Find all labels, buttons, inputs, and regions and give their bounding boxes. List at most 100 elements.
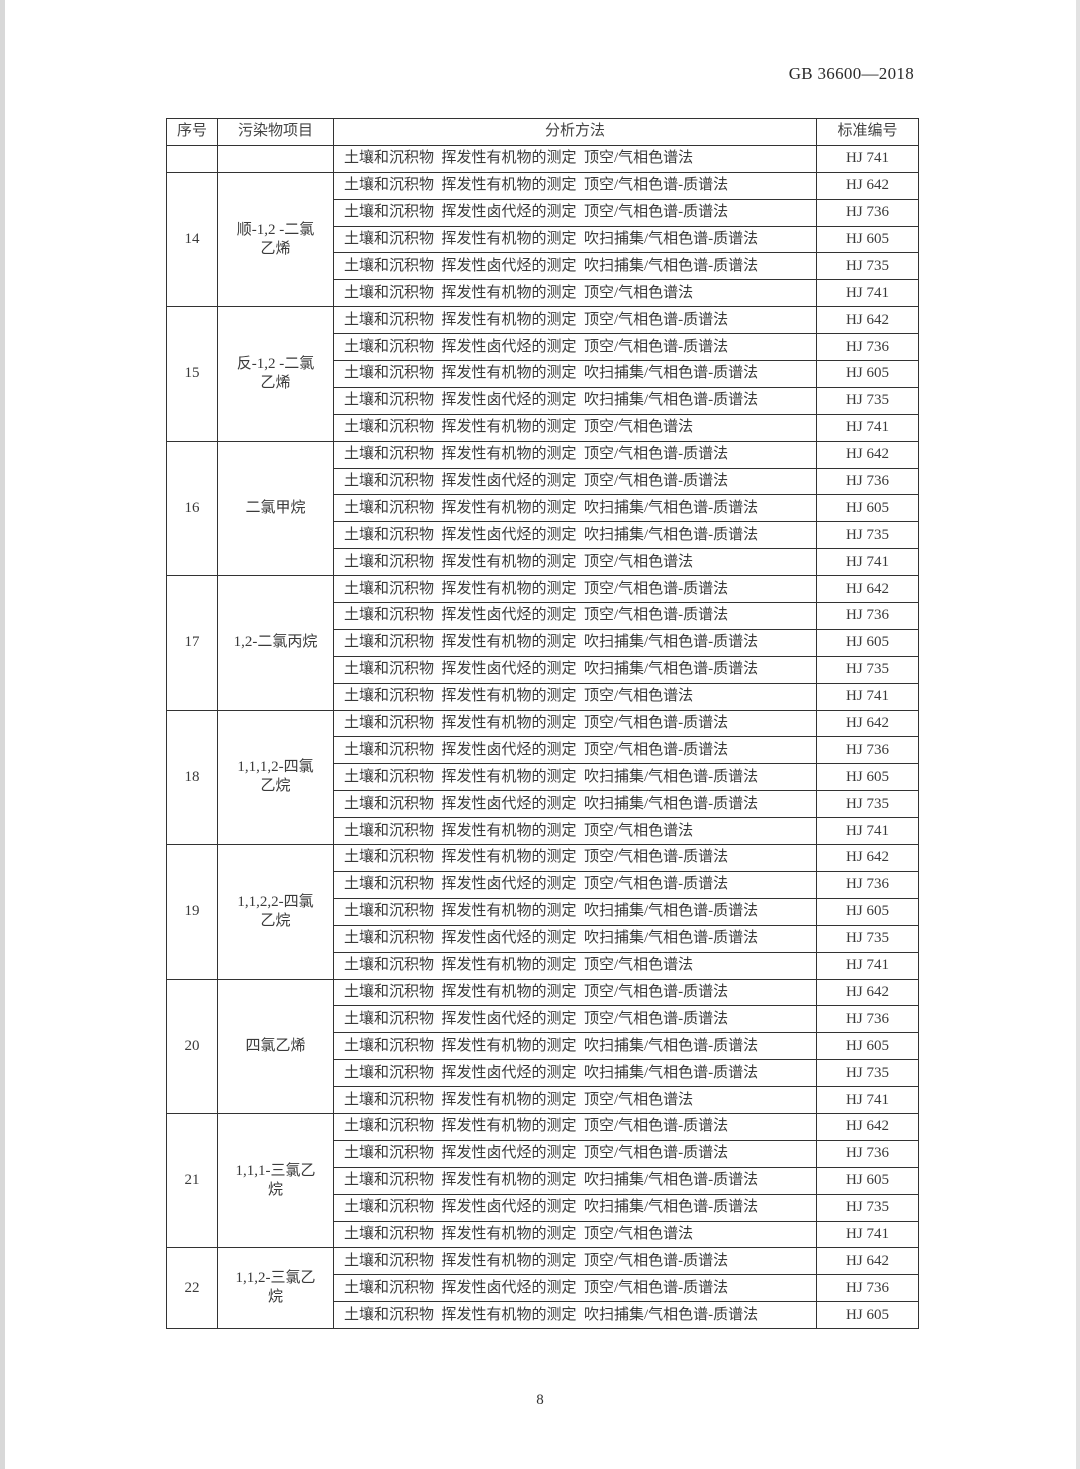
table-row: 土壤和沉积物 挥发性有机物的测定 吹扫捕集/气相色谱-质谱法 HJ 605 [167,628,919,657]
table-row: 土壤和沉积物 挥发性卤代烃的测定 顶空/气相色谱-质谱法 HJ 736 [167,736,919,765]
page-edge-left [0,0,5,1469]
cell-method: 土壤和沉积物 挥发性卤代烃的测定 顶空/气相色谱-质谱法 [333,736,817,765]
column-header-pollutant: 污染物项目 [217,118,334,146]
table-row: 土壤和沉积物 挥发性卤代烃的测定 顶空/气相色谱-质谱法 HJ 736 [167,467,919,496]
table-row: 22 1,1,2-三氯乙烷土壤和沉积物 挥发性有机物的测定 顶空/气相色谱-质谱法… [166,1247,919,1330]
table-row: 土壤和沉积物 挥发性卤代烃的测定 吹扫捕集/气相色谱-质谱法 HJ 735 [167,252,919,281]
table-row: 15 反-1,2 -二氯 乙烯 土壤和沉积物 挥发性有机物的测定 顶空/气相色谱-质谱… [166,306,919,442]
cell-method: 土壤和沉积物 挥发性卤代烃的测定 吹扫捕集/气相色谱-质谱法 [333,252,817,281]
pollutant-name-line: 1,1,1,2-四氯 [237,759,314,776]
table-row: 土壤和沉积物 挥发性有机物的测定 顶空/气相色谱法 HJ 741 [167,1086,919,1114]
cell-method: 土壤和沉积物 挥发性有机物的测定 吹扫捕集/气相色谱-质谱法 [333,1032,817,1061]
cell-standard: HJ 736 [816,870,919,899]
cell-standard: HJ 736 [816,736,919,765]
page-edge-right [1076,0,1080,1469]
column-header-standard: 标准编号 [816,118,919,146]
cell-pollutant: 四氯乙烯 [217,978,334,1114]
cell-pollutant: 1,1,2-三氯乙烷 [217,1247,334,1330]
cell-standard: HJ 735 [816,790,919,819]
cell-method: 土壤和沉积物 挥发性有机物的测定 顶空/气相色谱法 [333,548,817,577]
cell-standard: HJ 605 [816,494,919,523]
pollutant-name-line: 乙烯 [260,374,291,391]
column-header-no: 序号 [166,118,218,146]
cell-method: 土壤和沉积物 挥发性卤代烃的测定 顶空/气相色谱-质谱法 [333,467,817,496]
cell-method: 土壤和沉积物 挥发性有机物的测定 顶空/气相色谱法 [333,279,817,308]
cell-method: 土壤和沉积物 挥发性卤代烃的测定 吹扫捕集/气相色谱-质谱法 [333,655,817,684]
page-number: 8 [536,1392,544,1408]
cell-standard: HJ 605 [816,1166,919,1195]
table-row: 土壤和沉积物 挥发性卤代烃的测定 吹扫捕集/气相色谱-质谱法 HJ 735 [167,924,919,953]
cell-standard: HJ 741 [816,279,919,308]
cell-method: 土壤和沉积物 挥发性有机物的测定 吹扫捕集/气相色谱-质谱法 [333,225,817,254]
column-header-method: 分析方法 [333,118,817,146]
pollutant-name-line: 顺-1,2 -二氯 [236,221,315,238]
cell-method: 土壤和沉积物 挥发性卤代烃的测定 吹扫捕集/气相色谱-质谱法 [333,790,817,819]
cell-method: 土壤和沉积物 挥发性卤代烃的测定 顶空/气相色谱-质谱法 [333,1139,817,1168]
cell-no: 20 [166,978,218,1114]
cell-standard: HJ 741 [816,1220,919,1249]
cell-no [166,144,218,173]
cell-standard: HJ 741 [816,951,919,980]
table-row: 土壤和沉积物 挥发性卤代烃的测定 顶空/气相色谱-质谱法 HJ 736 [167,602,919,630]
cell-standard: HJ 741 [816,413,919,442]
analysis-methods-table: 序号 污染物项目 分析方法 标准编号 土壤和沉积物 挥发性有机物的测定 顶空/气… [166,118,919,1330]
table-row: 土壤和沉积物 挥发性有机物的测定 顶空/气相色谱法 HJ 741 [167,682,919,711]
cell-standard: HJ 736 [816,198,919,227]
table-row: 土壤和沉积物 挥发性卤代烃的测定 顶空/气相色谱-质谱法 HJ 736 [167,1139,919,1168]
cell-standard: HJ 735 [816,1193,919,1222]
cell-standard: HJ 642 [816,575,919,604]
table-row: 土壤和沉积物 挥发性有机物的测定 吹扫捕集/气相色谱-质谱法 HJ 605 [167,494,919,523]
cell-pollutant: 1,2-二氯丙烷 [217,575,334,711]
cell-standard: HJ 736 [816,602,919,630]
cell-method: 土壤和沉积物 挥发性有机物的测定 顶空/气相色谱法 [333,1086,817,1114]
cell-standard: HJ 735 [816,924,919,953]
table-row: 土壤和沉积物 挥发性有机物的测定 顶空/气相色谱法 HJ 741 [167,817,919,846]
pollutant-name-line: 烷 [267,1181,283,1198]
cell-standard: HJ 741 [816,817,919,846]
cell-method: 土壤和沉积物 挥发性有机物的测定 顶空/气相色谱法 [333,144,817,173]
cell-method: 土壤和沉积物 挥发性有机物的测定 顶空/气相色谱法 [333,951,817,980]
table-row: 21 1,1,1-三氯乙烷土壤和沉积物 挥发性有机物的测定 顶空/气相色谱-质谱法… [166,1112,919,1249]
table-row: 土壤和沉积物 挥发性卤代烃的测定 顶空/气相色谱-质谱法 HJ 736 [167,870,919,899]
table-row: 土壤和沉积物 挥发性卤代烃的测定 顶空/气相色谱-质谱法 HJ 736 [167,1274,919,1303]
cell-method: 土壤和沉积物 挥发性有机物的测定 顶空/气相色谱-质谱法 [333,844,817,872]
cell-method: 土壤和沉积物 挥发性有机物的测定 顶空/气相色谱-质谱法 [333,575,817,604]
table-row: 土壤和沉积物 挥发性卤代烃的测定 吹扫捕集/气相色谱-质谱法 HJ 735 [167,521,919,550]
cell-pollutant: 1,1,2,2-四氯 乙烷 [217,844,334,980]
document-id: GB 36600—2018 [788,64,914,83]
table-row: 土壤和沉积物 挥发性有机物的测定 吹扫捕集/气相色谱-质谱法 HJ 605 [167,225,919,254]
cell-standard: HJ 605 [816,628,919,657]
table-row: 土壤和沉积物 挥发性有机物的测定 顶空/气相色谱法 HJ 741 [167,548,919,577]
cell-standard: HJ 741 [816,144,919,173]
cell-method: 土壤和沉积物 挥发性有机物的测定 顶空/气相色谱-质谱法 [333,440,817,469]
cell-standard: HJ 605 [816,763,919,792]
cell-standard: HJ 605 [816,225,919,254]
cell-pollutant: 1,1,1,2-四氯 乙烷 [217,709,334,846]
table-row: 土壤和沉积物 挥发性卤代烃的测定 顶空/气相色谱-质谱法 HJ 736 [167,198,919,227]
cell-pollutant [217,144,334,173]
cell-standard: HJ 735 [816,521,919,550]
cell-method: 土壤和沉积物 挥发性有机物的测定 顶空/气相色谱-质谱法 [333,1247,817,1276]
table-row: 土壤和沉积物 挥发性有机物的测定 吹扫捕集/气相色谱-质谱法 HJ 605 [167,360,919,388]
table-row: 土壤和沉积物 挥发性卤代烃的测定 顶空/气相色谱-质谱法 HJ 736 [167,333,919,362]
cell-standard: HJ 741 [816,548,919,577]
pollutant-name-line: 四氯乙烯 [245,1037,306,1054]
cell-standard: HJ 642 [816,978,919,1007]
cell-no: 22 [166,1247,218,1330]
cell-standard: HJ 642 [816,1112,919,1141]
table-row: 14 顺-1,2 -二氯 乙烯 土壤和沉积物 挥发性有机物的测定 顶空/气相色谱-质谱… [166,171,919,308]
cell-standard: HJ 642 [816,1247,919,1276]
cell-pollutant: 顺-1,2 -二氯 乙烯 [217,171,334,308]
cell-method: 土壤和沉积物 挥发性有机物的测定 顶空/气相色谱-质谱法 [333,978,817,1007]
table-row: 土壤和沉积物 挥发性有机物的测定 吹扫捕集/气相色谱-质谱法 HJ 605 [167,1301,919,1330]
pollutant-name-line: 二氯甲烷 [245,499,306,516]
cell-method: 土壤和沉积物 挥发性有机物的测定 吹扫捕集/气相色谱-质谱法 [333,1166,817,1195]
cell-standard: HJ 642 [816,171,919,200]
pollutant-name-line: 1,1,2-三氯乙 [235,1270,316,1287]
cell-standard: HJ 605 [816,360,919,388]
pollutant-name-line: 乙烷 [260,912,291,929]
cell-no: 14 [166,171,218,308]
cell-method: 土壤和沉积物 挥发性有机物的测定 顶空/气相色谱法 [333,1220,817,1249]
table-row: 土壤和沉积物 挥发性有机物的测定 顶空/气相色谱法 HJ 741 [166,144,919,173]
cell-no: 16 [166,440,218,577]
